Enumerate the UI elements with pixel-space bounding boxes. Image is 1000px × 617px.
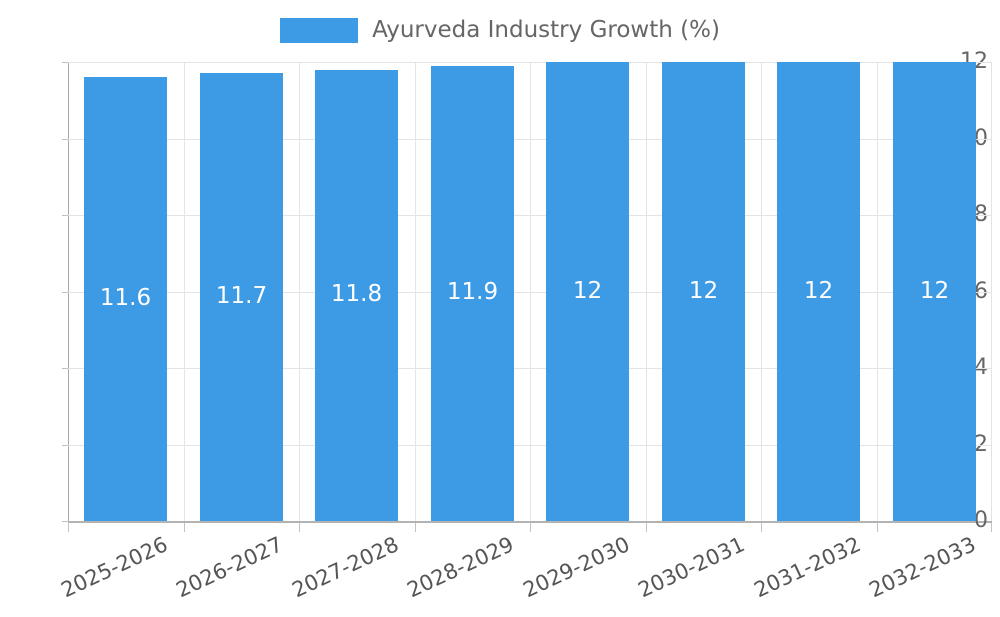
bar[interactable]: 11.7 bbox=[200, 73, 283, 521]
x-axis-tick-mark bbox=[877, 523, 878, 532]
bar-value-label: 11.6 bbox=[99, 285, 152, 312]
x-axis-tick-mark bbox=[68, 523, 69, 532]
bar-value-label: 11.8 bbox=[330, 281, 383, 308]
vertical-gridline bbox=[877, 62, 878, 521]
bar[interactable]: 12 bbox=[662, 62, 745, 521]
y-axis-tick-label: 8 bbox=[974, 202, 988, 227]
x-axis-tick-mark bbox=[646, 523, 647, 532]
x-axis-tick-mark bbox=[991, 523, 992, 532]
vertical-gridline bbox=[761, 62, 762, 521]
y-axis-tick-mark bbox=[62, 138, 69, 140]
y-axis-tick-label: 2 bbox=[974, 431, 988, 457]
x-axis-tick-mark bbox=[761, 523, 762, 532]
vertical-gridline bbox=[991, 62, 992, 521]
y-axis-tick-mark bbox=[62, 444, 69, 446]
legend-item-ayurveda-industry-growth[interactable]: Ayurveda Industry Growth (%) bbox=[280, 16, 720, 43]
bar[interactable]: 12 bbox=[777, 62, 860, 521]
y-axis-tick-label: 4 bbox=[974, 355, 988, 380]
vertical-gridline bbox=[530, 62, 531, 521]
x-axis-tick-mark bbox=[184, 523, 185, 532]
bar-value-label: 11.9 bbox=[446, 279, 499, 306]
vertical-gridline bbox=[646, 62, 647, 521]
vertical-gridline bbox=[184, 62, 185, 521]
plot-area: 11.6 11.7 11.8 11.9 12 12 12 12 bbox=[68, 62, 992, 521]
x-axis-tick-mark bbox=[530, 523, 531, 532]
y-axis-tick-label: 6 bbox=[974, 278, 988, 304]
bar[interactable]: 11.9 bbox=[431, 65, 514, 521]
x-axis-tick-mark bbox=[299, 523, 300, 532]
bar-value-label: 12 bbox=[572, 277, 603, 304]
bar-value-label: 11.7 bbox=[215, 283, 268, 310]
y-axis-tick-mark bbox=[62, 521, 69, 522]
bar-chart: Ayurveda Industry Growth (%) 024681012 1… bbox=[0, 10, 1000, 603]
vertical-gridline bbox=[415, 62, 416, 521]
bar[interactable]: 11.6 bbox=[84, 77, 167, 521]
legend-color-swatch-icon bbox=[280, 17, 359, 43]
bar[interactable]: 12 bbox=[546, 62, 629, 521]
y-axis-tick-mark bbox=[62, 215, 69, 216]
x-axis-tick-mark bbox=[415, 523, 416, 532]
bar[interactable]: 12 bbox=[893, 62, 976, 521]
chart-legend: Ayurveda Industry Growth (%) bbox=[0, 10, 1000, 50]
vertical-gridline bbox=[299, 62, 300, 521]
y-axis-tick-mark bbox=[62, 291, 69, 293]
y-axis-tick-mark bbox=[62, 62, 69, 63]
bar-value-label: 12 bbox=[688, 277, 719, 304]
bar-value-label: 12 bbox=[919, 277, 950, 304]
x-axis-line bbox=[68, 521, 992, 523]
legend-label: Ayurveda Industry Growth (%) bbox=[372, 16, 720, 43]
bar[interactable]: 11.8 bbox=[315, 69, 398, 521]
y-axis-tick-mark bbox=[62, 368, 69, 369]
bar-value-label: 12 bbox=[803, 277, 834, 304]
y-axis-tick-label: 0 bbox=[974, 508, 988, 533]
